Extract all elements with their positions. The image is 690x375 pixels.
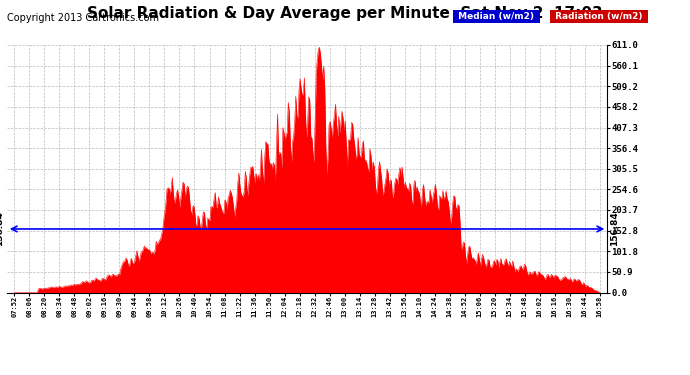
Text: Radiation (w/m2): Radiation (w/m2) xyxy=(552,12,646,21)
Text: 156.84: 156.84 xyxy=(610,211,619,246)
Text: Median (w/m2): Median (w/m2) xyxy=(455,12,538,21)
Text: Solar Radiation & Day Average per Minute  Sat Nov 2  17:03: Solar Radiation & Day Average per Minute… xyxy=(87,6,603,21)
Text: Copyright 2013 Cartronics.com: Copyright 2013 Cartronics.com xyxy=(7,13,159,23)
Text: 156.84: 156.84 xyxy=(0,211,4,246)
